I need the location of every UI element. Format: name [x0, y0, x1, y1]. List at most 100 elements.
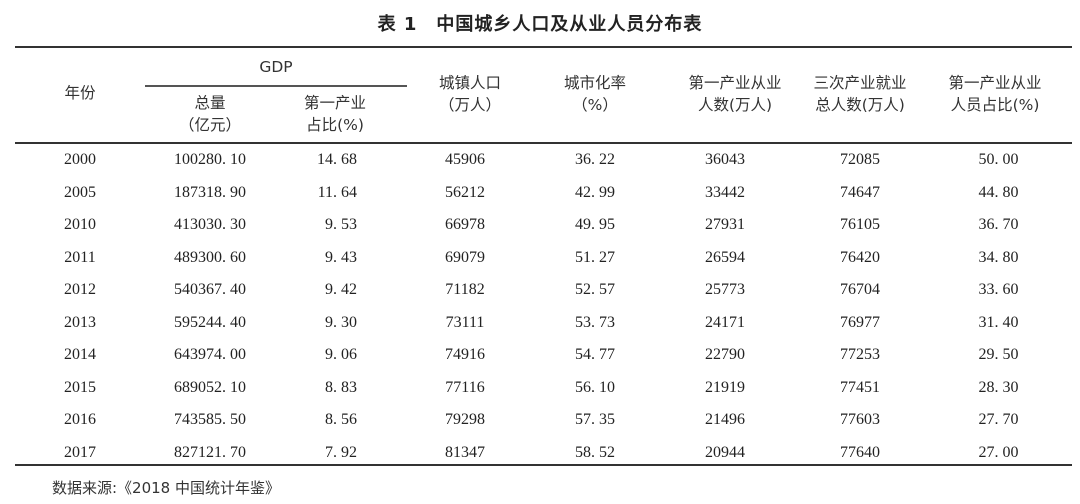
header-line: 第一产业: [303, 94, 366, 112]
cell-gdp-primary-share: 7. 92: [325, 443, 357, 461]
cell-urbanization-rate: 36. 22: [575, 151, 615, 169]
cell-primary-employment-share: 50. 00: [978, 151, 1019, 169]
header-line: 人数(万人): [697, 96, 773, 114]
header-gdp-total: 总量 （亿元）: [150, 92, 270, 136]
header-primary-employment-share: 第一产业从业 人员占比(%): [925, 72, 1065, 116]
table-row: 2000 100280. 10 14. 68 45906 36. 22 36043 7208…: [15, 144, 1072, 177]
cell-year: 2015: [64, 378, 96, 396]
cell-year: 2017: [64, 443, 96, 461]
cell-total-employment: 77451: [840, 378, 880, 396]
cell-total-employment: 77640: [840, 443, 880, 461]
cell-year: 2010: [64, 216, 96, 234]
cell-urbanization-rate: 54. 77: [575, 346, 615, 364]
cell-gdp-primary-share: 9. 06: [325, 346, 357, 364]
header-urbanization-rate: 城市化率 （%）: [535, 72, 655, 116]
header-year: 年份: [64, 84, 96, 102]
cell-primary-employment: 26594: [705, 248, 745, 266]
cell-primary-employment-share: 28. 30: [978, 378, 1019, 396]
cell-gdp-total: 540367. 40: [174, 281, 246, 299]
cell-urbanization-rate: 49. 95: [575, 216, 615, 234]
cell-primary-employment-share: 27. 70: [978, 411, 1019, 429]
table-title: 表 1 中国城乡人口及从业人员分布表: [377, 14, 703, 35]
table-row: 2011 489300. 60 9. 43 69079 51. 27 26594 76420…: [15, 242, 1072, 275]
cell-total-employment: 76704: [840, 281, 880, 299]
cell-year: 2011: [64, 248, 96, 266]
cell-primary-employment: 24171: [705, 313, 745, 331]
header-line: 第一产业从业: [948, 74, 1042, 92]
cell-primary-employment-share: 29. 50: [978, 346, 1019, 364]
header-gdp: GDP: [259, 58, 293, 76]
table-row: 2015 689052. 10 8. 83 77116 56. 10 21919 77451…: [15, 372, 1072, 405]
header-line: 占比(%): [306, 116, 364, 134]
cell-year: 2013: [64, 313, 96, 331]
cell-gdp-total: 100280. 10: [174, 151, 246, 169]
cell-primary-employment: 22790: [705, 346, 745, 364]
cell-gdp-primary-share: 9. 43: [325, 248, 357, 266]
cell-gdp-primary-share: 11. 64: [317, 183, 357, 201]
header-primary-employment: 第一产业从业 人数(万人): [665, 72, 805, 116]
cell-urbanization-rate: 42. 99: [575, 183, 615, 201]
top-rule: [15, 46, 1072, 48]
cell-urbanization-rate: 51. 27: [575, 248, 615, 266]
cell-primary-employment: 33442: [705, 183, 745, 201]
table-row: 2014 643974. 00 9. 06 74916 54. 77 22790 77253…: [15, 339, 1072, 372]
cell-urban-population: 73111: [445, 313, 485, 331]
source-note: 数据来源:《2018 中国统计年鉴》: [52, 479, 280, 497]
cell-gdp-primary-share: 9. 30: [325, 313, 357, 331]
cell-primary-employment-share: 31. 40: [978, 313, 1019, 331]
cell-primary-employment: 20944: [705, 443, 745, 461]
cell-primary-employment: 25773: [705, 281, 745, 299]
cell-urban-population: 56212: [445, 183, 485, 201]
cell-urban-population: 71182: [445, 281, 485, 299]
cell-primary-employment: 27931: [705, 216, 745, 234]
table-row: 2005 187318. 90 11. 64 56212 42. 99 33442 7464…: [15, 177, 1072, 210]
cell-urban-population: 69079: [445, 248, 485, 266]
header-rule: [15, 142, 1072, 144]
cell-primary-employment-share: 36. 70: [978, 216, 1019, 234]
cell-primary-employment: 36043: [705, 151, 745, 169]
cell-urbanization-rate: 53. 73: [575, 313, 615, 331]
header-line: 三次产业就业: [813, 74, 907, 92]
cell-urban-population: 45906: [445, 151, 485, 169]
cell-total-employment: 77253: [840, 346, 880, 364]
data-table: 2000 100280. 10 14. 68 45906 36. 22 36043 7208…: [15, 144, 1072, 469]
cell-gdp-total: 595244. 40: [174, 313, 246, 331]
gdp-group-rule: [145, 85, 407, 87]
header-line: （%）: [572, 96, 618, 114]
cell-urban-population: 77116: [445, 378, 485, 396]
table-row: 2013 595244. 40 9. 30 73111 53. 73 24171 76977…: [15, 307, 1072, 340]
cell-year: 2014: [64, 346, 96, 364]
cell-year: 2012: [64, 281, 96, 299]
table-row: 2016 743585. 50 8. 56 79298 57. 35 21496 77603…: [15, 404, 1072, 437]
cell-primary-employment-share: 34. 80: [978, 248, 1019, 266]
header-line: （万人）: [438, 96, 501, 114]
cell-total-employment: 72085: [840, 151, 880, 169]
table-row: 2010 413030. 30 9. 53 66978 49. 95 27931 76105…: [15, 209, 1072, 242]
cell-gdp-primary-share: 9. 53: [325, 216, 357, 234]
cell-year: 2016: [64, 411, 96, 429]
cell-total-employment: 77603: [840, 411, 880, 429]
cell-total-employment: 76420: [840, 248, 880, 266]
cell-year: 2000: [64, 151, 96, 169]
cell-gdp-total: 413030. 30: [174, 216, 246, 234]
cell-year: 2005: [64, 183, 96, 201]
cell-urbanization-rate: 58. 52: [575, 443, 615, 461]
cell-primary-employment: 21496: [705, 411, 745, 429]
header-line: 城市化率: [563, 74, 626, 92]
cell-primary-employment-share: 33. 60: [978, 281, 1019, 299]
table-row: 2012 540367. 40 9. 42 71182 52. 57 25773 76704…: [15, 274, 1072, 307]
header-line: 第一产业从业: [688, 74, 782, 92]
cell-total-employment: 74647: [840, 183, 880, 201]
cell-urban-population: 79298: [445, 411, 485, 429]
cell-gdp-primary-share: 8. 83: [325, 378, 357, 396]
cell-urbanization-rate: 57. 35: [575, 411, 615, 429]
cell-primary-employment: 21919: [705, 378, 745, 396]
cell-urbanization-rate: 56. 10: [575, 378, 615, 396]
header-total-employment: 三次产业就业 总人数(万人): [795, 72, 925, 116]
cell-urban-population: 81347: [445, 443, 485, 461]
cell-gdp-total: 489300. 60: [174, 248, 246, 266]
header-urban-population: 城镇人口 （万人）: [405, 72, 535, 116]
bottom-rule: [15, 464, 1072, 466]
cell-gdp-total: 827121. 70: [174, 443, 246, 461]
cell-total-employment: 76977: [840, 313, 880, 331]
